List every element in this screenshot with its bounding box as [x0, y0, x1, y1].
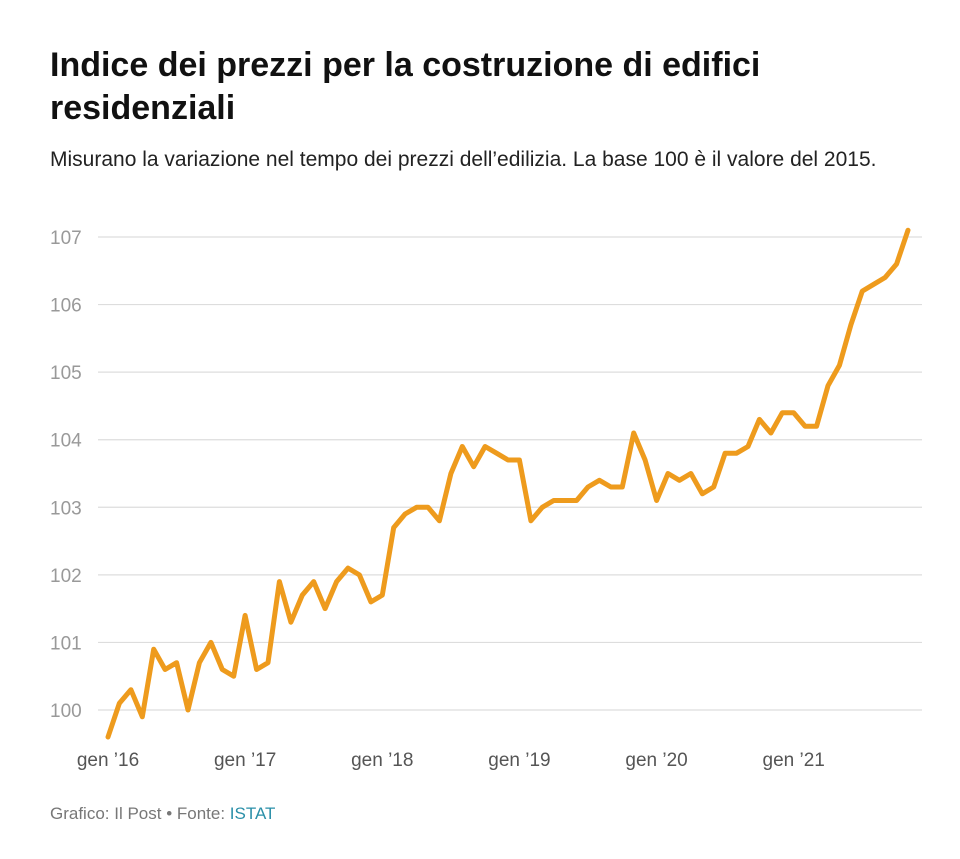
data-point	[643, 457, 648, 462]
data-point	[848, 322, 853, 327]
data-point	[243, 613, 248, 618]
data-point	[506, 457, 511, 462]
data-point	[677, 478, 682, 483]
y-tick-label: 101	[50, 633, 82, 654]
data-point	[574, 498, 579, 503]
x-tick-label: gen ’21	[763, 750, 825, 771]
data-point	[528, 518, 533, 523]
data-point	[666, 471, 671, 476]
data-point	[883, 275, 888, 280]
y-tick-label: 102	[50, 566, 82, 587]
footer-credit: Grafico: Il Post • Fonte:	[50, 804, 230, 823]
y-tick-label: 105	[50, 363, 82, 384]
data-point	[826, 383, 831, 388]
chart-subtitle: Misurano la variazione nel tempo dei pre…	[50, 148, 877, 171]
data-point	[757, 417, 762, 422]
data-point	[791, 410, 796, 415]
data-point	[277, 579, 282, 584]
data-point	[631, 430, 636, 435]
data-point	[368, 599, 373, 604]
data-point	[780, 410, 785, 415]
data-point	[163, 667, 168, 672]
data-point	[871, 282, 876, 287]
y-tick-label: 104	[50, 431, 82, 452]
data-point	[814, 424, 819, 429]
x-tick-label: gen ’17	[214, 750, 276, 771]
data-point	[391, 525, 396, 530]
data-point	[437, 518, 442, 523]
data-point	[563, 498, 568, 503]
y-tick-label: 106	[50, 296, 82, 317]
data-point	[608, 485, 613, 490]
data-point	[483, 444, 488, 449]
y-tick-label: 103	[50, 498, 82, 519]
data-point	[174, 660, 179, 665]
data-point	[414, 505, 419, 510]
data-point	[197, 660, 202, 665]
data-point	[471, 464, 476, 469]
data-point	[494, 451, 499, 456]
data-point	[894, 262, 899, 267]
data-point	[688, 471, 693, 476]
data-point	[140, 714, 145, 719]
data-point	[106, 735, 111, 740]
data-point	[117, 701, 122, 706]
data-point	[334, 579, 339, 584]
data-point	[803, 424, 808, 429]
data-point	[906, 228, 911, 233]
data-point	[151, 647, 156, 652]
y-tick-label: 100	[50, 701, 82, 722]
chart-footer: Grafico: Il Post • Fonte: ISTAT	[50, 804, 275, 824]
data-point	[448, 471, 453, 476]
x-tick-label: gen ’16	[77, 750, 139, 771]
x-tick-label: gen ’18	[351, 750, 413, 771]
series-line	[105, 227, 911, 740]
data-point	[711, 485, 716, 490]
data-point	[517, 457, 522, 462]
data-point	[311, 579, 316, 584]
data-point	[746, 444, 751, 449]
data-point	[597, 478, 602, 483]
data-point	[654, 498, 659, 503]
data-point	[380, 593, 385, 598]
data-point	[837, 363, 842, 368]
x-tick-label: gen ’19	[488, 750, 550, 771]
data-point	[346, 566, 351, 571]
data-point	[768, 430, 773, 435]
data-point	[128, 687, 133, 692]
chart-title: Indice dei prezzi per la costruzione di …	[50, 46, 761, 127]
x-tick-label: gen ’20	[625, 750, 687, 771]
data-point	[357, 572, 362, 577]
data-point	[860, 289, 865, 294]
data-point	[300, 593, 305, 598]
data-point	[186, 708, 191, 713]
data-point	[586, 485, 591, 490]
y-tick-label: 107	[50, 228, 82, 249]
source-link[interactable]: ISTAT	[229, 804, 276, 823]
data-point	[426, 505, 431, 510]
data-point	[231, 674, 236, 679]
data-point	[220, 667, 225, 672]
data-point	[460, 444, 465, 449]
data-point	[266, 660, 271, 665]
data-point	[551, 498, 556, 503]
data-point	[734, 451, 739, 456]
data-point	[254, 667, 259, 672]
data-point	[323, 606, 328, 611]
data-point	[208, 640, 213, 645]
data-point	[700, 491, 705, 496]
data-point	[403, 512, 408, 517]
data-point	[288, 620, 293, 625]
data-point	[723, 451, 728, 456]
data-point	[620, 485, 625, 490]
data-point	[540, 505, 545, 510]
